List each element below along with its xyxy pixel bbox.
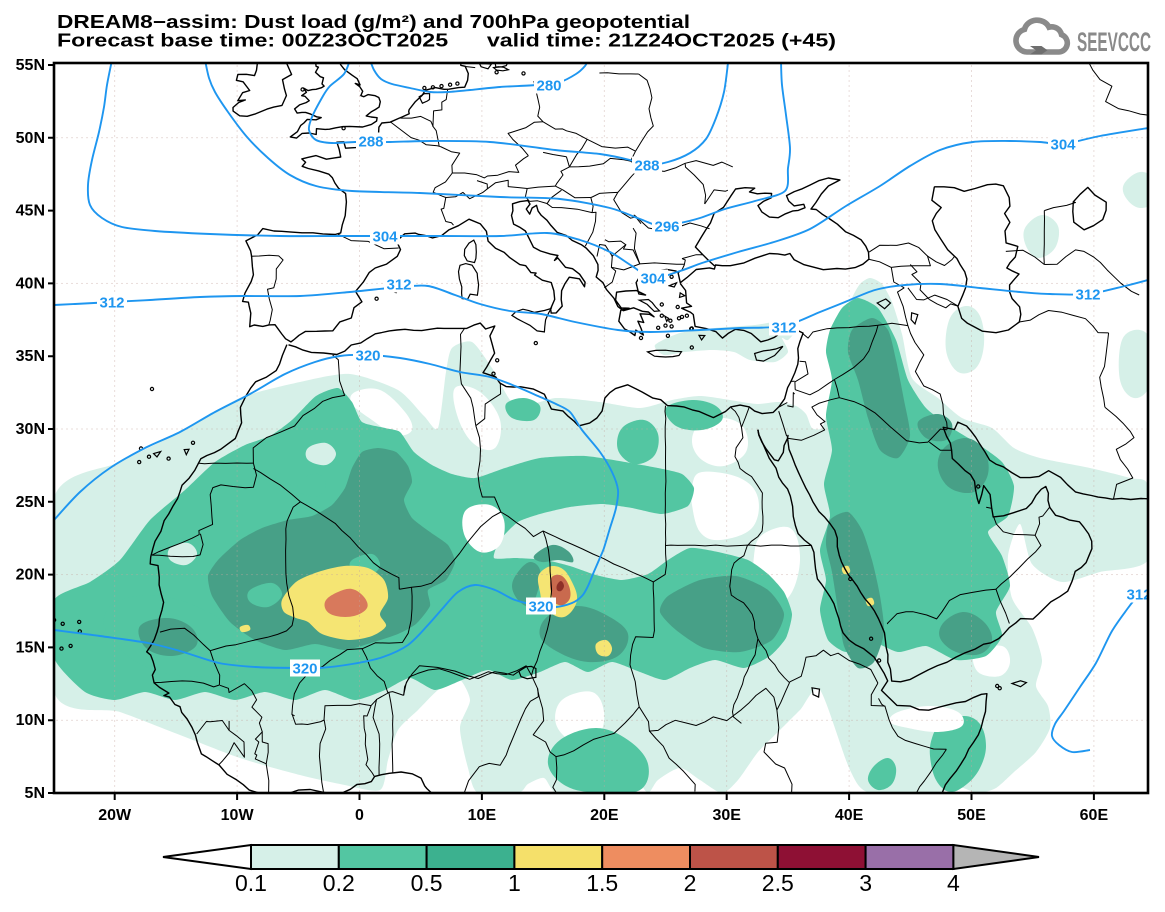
svg-text:40N: 40N	[16, 275, 45, 292]
svg-text:Forecast base time: 00Z23OCT20: Forecast base time: 00Z23OCT2025 valid t…	[57, 31, 836, 51]
svg-text:0: 0	[355, 807, 364, 824]
svg-text:10W: 10W	[221, 807, 255, 824]
svg-text:10N: 10N	[16, 712, 45, 729]
svg-text:2.5: 2.5	[762, 870, 794, 896]
svg-text:30E: 30E	[712, 807, 741, 824]
svg-text:1.5: 1.5	[586, 870, 618, 896]
svg-text:288: 288	[358, 134, 383, 151]
svg-text:304: 304	[372, 229, 398, 246]
svg-text:320: 320	[292, 661, 317, 678]
svg-text:312: 312	[1126, 587, 1151, 604]
svg-text:15N: 15N	[16, 639, 45, 656]
svg-text:SEEVCCC: SEEVCCC	[1077, 27, 1151, 57]
svg-text:30N: 30N	[16, 421, 45, 438]
svg-text:20E: 20E	[590, 807, 619, 824]
svg-text:320: 320	[528, 599, 553, 616]
svg-text:0.2: 0.2	[323, 870, 355, 896]
svg-text:312: 312	[1075, 287, 1100, 304]
svg-text:DREAM8−assim: Dust load (g/m²): DREAM8−assim: Dust load (g/m²) and 700hP…	[57, 12, 690, 32]
svg-text:50N: 50N	[16, 130, 45, 147]
svg-text:320: 320	[355, 348, 380, 365]
svg-text:2: 2	[684, 870, 697, 896]
svg-text:50E: 50E	[957, 807, 986, 824]
svg-text:312: 312	[386, 277, 411, 294]
svg-text:0.5: 0.5	[411, 870, 443, 896]
svg-text:45N: 45N	[16, 203, 45, 220]
svg-text:304: 304	[640, 271, 666, 288]
svg-text:25N: 25N	[16, 494, 45, 511]
svg-text:312: 312	[99, 295, 124, 312]
svg-text:20N: 20N	[16, 567, 45, 584]
svg-text:40E: 40E	[835, 807, 864, 824]
svg-text:280: 280	[536, 78, 561, 95]
svg-text:4: 4	[947, 870, 960, 896]
svg-text:304: 304	[1050, 137, 1076, 154]
svg-text:60E: 60E	[1080, 807, 1109, 824]
svg-text:288: 288	[634, 158, 659, 175]
svg-text:10E: 10E	[468, 807, 497, 824]
svg-text:312: 312	[771, 320, 796, 337]
svg-text:5N: 5N	[25, 785, 45, 802]
svg-text:3: 3	[859, 870, 872, 896]
svg-text:35N: 35N	[16, 348, 45, 365]
svg-text:20W: 20W	[98, 807, 132, 824]
svg-text:55N: 55N	[16, 57, 45, 74]
svg-text:1: 1	[508, 870, 521, 896]
svg-text:296: 296	[654, 219, 679, 236]
svg-text:0.1: 0.1	[235, 870, 267, 896]
